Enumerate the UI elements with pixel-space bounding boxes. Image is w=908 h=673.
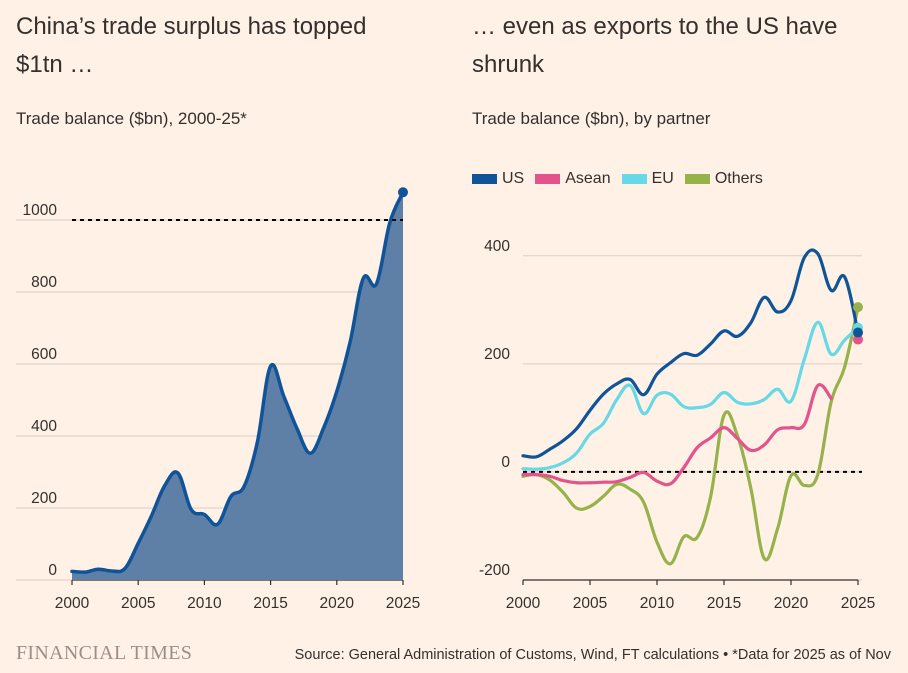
x-tick-label: 2005 [121, 595, 155, 612]
legend: US Asean EU Others [472, 170, 774, 188]
y-tick-label: 0 [501, 454, 510, 471]
x-tick-label: 2000 [55, 595, 90, 612]
x-tick-label: 2020 [774, 595, 809, 612]
latest-point-marker [398, 187, 408, 198]
ft-logo: FINANCIAL TIMES [16, 642, 193, 664]
end-marker-others [853, 302, 863, 313]
legend-label: US [502, 170, 525, 187]
legend-swatch [684, 174, 710, 184]
y-tick-label: 1000 [23, 202, 58, 219]
legend-label: EU [651, 170, 674, 187]
legend-item-eu: EU [621, 170, 674, 188]
y-tick-label: 800 [31, 274, 57, 291]
x-tick-label: 2015 [253, 595, 287, 612]
legend-swatch [535, 174, 561, 184]
y-tick-label: 600 [31, 346, 57, 363]
x-tick-label: 2005 [573, 595, 607, 612]
legend-swatch [472, 174, 497, 184]
legend-label: Asean [565, 170, 611, 187]
y-tick-label: 200 [31, 490, 57, 507]
series-line-others [521, 305, 860, 566]
surplus-line [70, 190, 405, 574]
source-note: Source: General Administration of Custom… [294, 647, 891, 663]
y-tick-label: 0 [48, 562, 57, 579]
x-tick-label: 2010 [187, 595, 222, 612]
legend-item-others: Others [684, 170, 763, 188]
left-chart-subtitle: Trade balance ($bn), 2000-25* [16, 109, 247, 128]
y-tick-label: 200 [484, 346, 510, 363]
end-marker-asean [853, 334, 863, 345]
chart-by-partner: -200 0 200 400 2000 2005 2010 2015 2020 2025 [479, 238, 875, 612]
legend-item-asean: Asean [535, 170, 611, 188]
x-tick-label: 2025 [386, 595, 420, 612]
y-tick-label: -200 [479, 562, 510, 579]
y-tick-label: 400 [484, 238, 510, 255]
x-tick-label: 2015 [707, 595, 741, 612]
x-tick-label: 2025 [841, 595, 875, 612]
y-tick-label: 400 [31, 418, 57, 435]
series-line-asean [521, 383, 833, 487]
surplus-area [72, 192, 403, 580]
chart-total-surplus: 0 200 400 600 800 1000 2000 2005 2010 2015 2020 202… [16, 187, 420, 612]
series-line-eu [521, 320, 860, 471]
left-chart-title: China’s trade surplus has topped $1tn … [16, 13, 367, 78]
end-marker-us [853, 327, 863, 338]
series-line-us [521, 248, 860, 459]
x-tick-label: 2010 [640, 595, 675, 612]
x-tick-label: 2000 [506, 595, 541, 612]
right-chart-subtitle: Trade balance ($bn), by partner [472, 109, 711, 128]
right-chart-title: … even as exports to the US have shrunk [472, 13, 838, 78]
x-tick-label: 2020 [320, 595, 355, 612]
legend-swatch [621, 174, 647, 184]
legend-item-us: US [472, 170, 524, 188]
legend-label: Others [714, 170, 763, 187]
